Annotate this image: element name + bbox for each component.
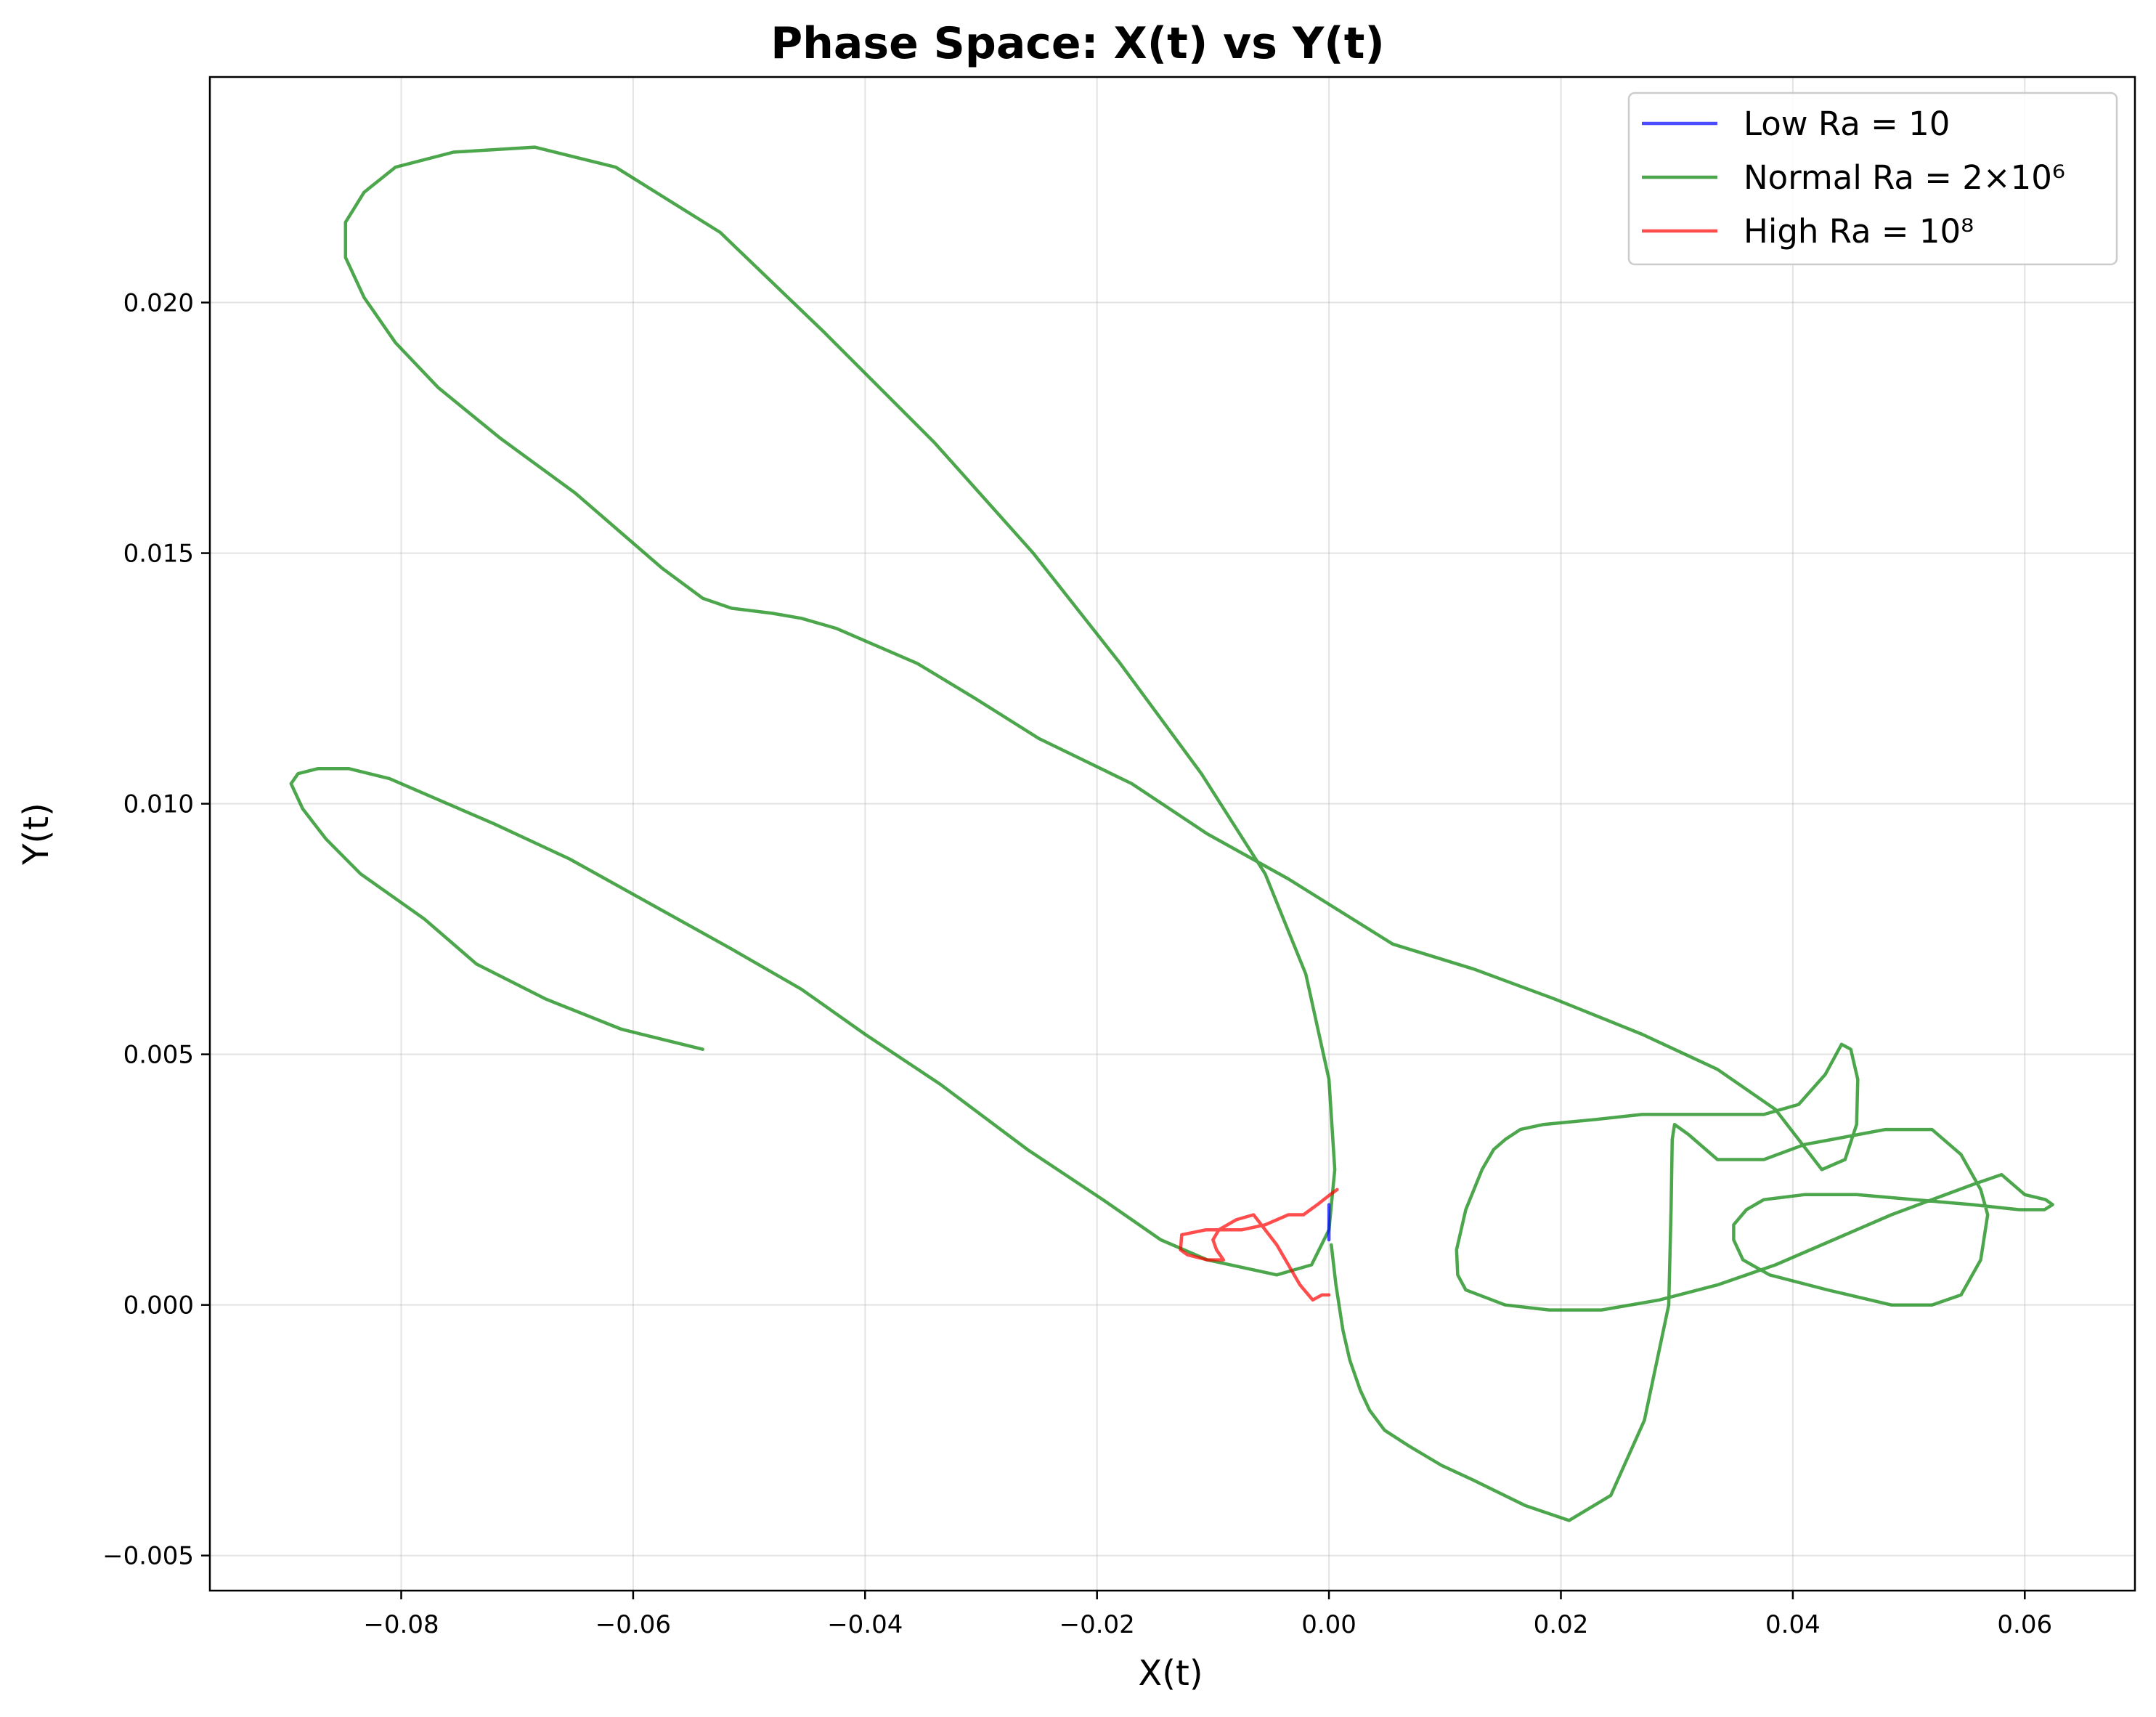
y-tick-label: 0.005 [123,1041,194,1070]
chart-title: Phase Space: X(t) vs Y(t) [770,18,1385,69]
legend-label: High Ra = 10⁸ [1744,212,1974,251]
y-tick-label: 0.015 [123,540,194,569]
x-tick-label: 0.02 [1534,1610,1589,1639]
legend-label: Low Ra = 10 [1744,105,1950,143]
series-line-1 [289,145,2054,1522]
x-axis-label: X(t) [1138,1653,1203,1694]
x-tick-label: 0.06 [1997,1610,2052,1639]
x-tick-label: −0.02 [1059,1610,1135,1639]
grid [210,77,2135,1591]
legend: Low Ra = 10 Normal Ra = 2×10⁶ High Ra = 10… [1627,92,2118,266]
x-tick-label: −0.04 [827,1610,903,1639]
y-tick-label: −0.005 [102,1542,194,1571]
x-tick-label: −0.06 [595,1610,671,1639]
y-tick-label: 0.000 [123,1291,194,1320]
x-tick-label: 0.00 [1301,1610,1356,1639]
plot-frame [208,76,2136,1592]
y-axis-label: Y(t) [16,803,57,866]
y-tick-label: 0.010 [123,790,194,819]
axis-ticks: −0.08 −0.06 −0.04 −0.02 0.00 0.02 0.04 0.06 −0.0… [102,289,2052,1639]
y-tick-label: 0.020 [123,289,194,318]
series-line-2 [1179,1188,1339,1302]
x-tick-label: 0.04 [1765,1610,1821,1639]
series-layer [289,145,2054,1522]
x-tick-label: −0.08 [363,1610,439,1639]
legend-box [1627,92,2118,266]
legend-label: Normal Ra = 2×10⁶ [1744,158,2065,197]
